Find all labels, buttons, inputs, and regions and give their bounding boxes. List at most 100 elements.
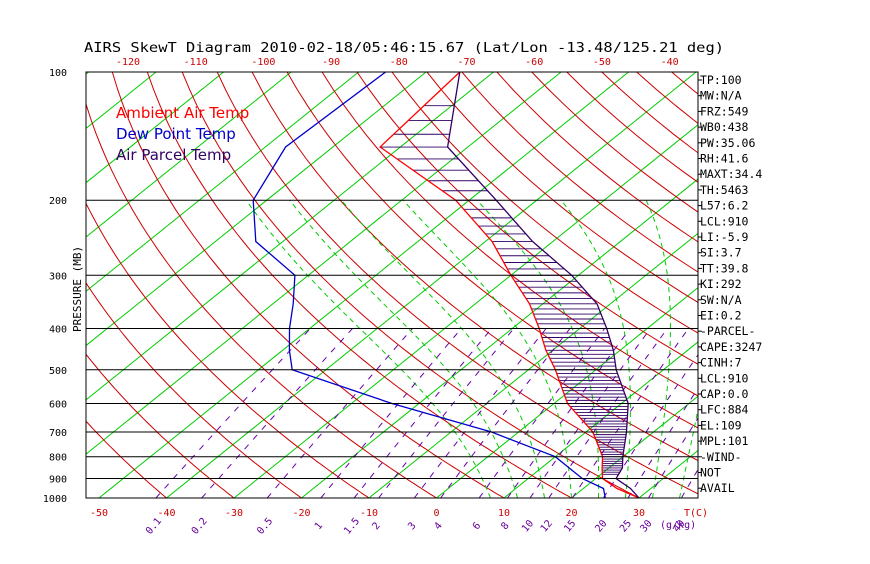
stats-panel-item: NOT	[700, 466, 721, 480]
stats-panel-item: AVAIL	[700, 481, 735, 495]
dry-adiabat-line	[462, 72, 870, 498]
mixing-ratio-line	[156, 329, 311, 499]
mixing-ratio-label: 12	[539, 518, 555, 534]
mixing-ratio-label: 0.1	[144, 516, 164, 537]
stats-panel-item: FRZ:549	[700, 104, 749, 118]
temp-tick-label: -10	[360, 508, 378, 519]
temp-tick-label: 30	[633, 508, 645, 519]
moist-adiabat-line	[646, 200, 670, 498]
stats-panel-item: KI:292	[700, 277, 742, 291]
stats-panel-item: CAPE:3247	[700, 340, 762, 354]
pressure-tick-label: 300	[49, 271, 67, 282]
stats-panel-item: LCL:910	[700, 214, 749, 228]
legend-entry: Air Parcel Temp	[116, 146, 231, 164]
mixing-ratio-label: 0.5	[255, 516, 275, 537]
pressure-tick-label: 100	[49, 68, 67, 79]
isotherm-line	[234, 72, 764, 498]
y-axis-label: PRESSURE (MB)	[71, 246, 84, 332]
top-temp-tick-label: -40	[661, 57, 679, 68]
temp-tick-label: 10	[498, 508, 510, 519]
mixing-ratio-label: 25	[618, 518, 634, 534]
mixing-ratio-label: 3	[406, 521, 418, 533]
mixing-ratio-label: 1.5	[342, 516, 362, 537]
legend-entry: Ambient Air Temp	[116, 104, 249, 122]
mixing-ratio-label: 1	[313, 521, 325, 533]
pressure-tick-label: 800	[49, 453, 67, 464]
legend-entry: Dew Point Temp	[116, 125, 236, 143]
mixing-ratio-label: 10	[520, 518, 536, 534]
top-temp-tick-label: -50	[593, 57, 611, 68]
stats-panel-item: CINH:7	[700, 356, 742, 370]
isotherm-line	[32, 72, 562, 498]
stats-panel-item: LCL:910	[700, 371, 749, 385]
mixing-ratio-label: 2	[371, 521, 383, 533]
pressure-tick-label: 400	[49, 324, 67, 335]
stats-panel-item: MPL:101	[700, 434, 749, 448]
top-temp-tick-label: -100	[251, 57, 275, 68]
dry-adiabat-line	[287, 72, 841, 498]
dry-adiabat-line	[357, 72, 870, 498]
mixing-unit-label: (g/kg)	[660, 520, 696, 531]
mixing-ratio-label: 15	[562, 518, 578, 534]
top-temp-tick-label: -70	[457, 57, 475, 68]
profile-series	[253, 72, 639, 498]
stats-panel-item: TP:100	[700, 73, 742, 87]
temp-tick-label: -40	[157, 508, 175, 519]
pressure-tick-label: 900	[49, 475, 67, 486]
dry-adiabat-line	[182, 72, 639, 498]
stats-panel-item: SI:3.7	[700, 246, 742, 260]
temp-tick-label: -50	[90, 508, 108, 519]
pressure-tick-label: 1000	[43, 494, 67, 505]
temp-tick-label: -30	[225, 508, 243, 519]
isotherm-line	[167, 72, 697, 498]
temp-tick-label: 0	[433, 508, 439, 519]
cape-hatch-area	[380, 106, 628, 475]
moist-adiabat-line	[561, 200, 630, 498]
stats-panel-item: LI:-5.9	[700, 230, 749, 244]
pressure-tick-label: 200	[49, 196, 67, 207]
mixing-ratio-label: 0.2	[190, 516, 210, 537]
pressure-tick-label: 600	[49, 399, 67, 410]
dry-adiabat-line	[777, 72, 870, 498]
dry-adiabat-line	[742, 72, 870, 498]
stats-panel-item: LFC:884	[700, 403, 749, 417]
stats-panel-item: EI:0.2	[700, 309, 742, 323]
top-temp-tick-label: -60	[525, 57, 543, 68]
pressure-tick-label: 500	[49, 366, 67, 377]
mixing-ratio-label: 30	[638, 518, 654, 534]
top-temp-tick-label: -120	[116, 57, 140, 68]
stats-panel-item: TT:39.8	[700, 261, 749, 275]
temp-unit-label: T(C)	[684, 508, 708, 519]
top-temp-tick-label: -90	[322, 57, 340, 68]
stats-panel-item: L57:6.2	[700, 199, 748, 213]
moist-adiabat-line	[341, 200, 544, 498]
chart-title: AIRS SkewT Diagram 2010-02-18/05:46:15.6…	[84, 40, 724, 56]
top-temp-tick-label: -80	[390, 57, 408, 68]
stats-panel-item: RH:41.6	[700, 152, 749, 166]
stats-panel-item: CAP:0.0	[700, 387, 749, 401]
mixing-ratio-label: 20	[593, 518, 609, 534]
temp-tick-label: -20	[292, 508, 310, 519]
temp-tick-label: 20	[565, 508, 577, 519]
isotherm-line	[0, 72, 21, 498]
isotherm-line	[504, 72, 870, 498]
top-temp-tick-label: -110	[184, 57, 208, 68]
mixing-ratio-line	[321, 329, 462, 499]
stats-panel-item: MW:N/A	[700, 89, 742, 103]
isotherm-line	[437, 72, 870, 498]
stats-panel-item: TH:5463	[700, 183, 749, 197]
mixing-ratio-label: 4	[433, 521, 445, 533]
ambient-air-temp-line	[380, 72, 639, 498]
stats-panel-item: WB0:438	[700, 120, 749, 134]
mixing-ratio-label: 6	[471, 521, 483, 533]
stats-panel-item: MAXT:34.4	[700, 167, 762, 181]
mixing-ratio-line	[202, 329, 353, 499]
stats-panel-item: -PARCEL-	[700, 324, 755, 338]
stats-panel-item: PW:35.06	[700, 136, 755, 150]
stats-panel-item: EL:109	[700, 418, 742, 432]
pressure-tick-label: 700	[49, 428, 67, 439]
stats-panel-item: SW:N/A	[700, 293, 742, 307]
